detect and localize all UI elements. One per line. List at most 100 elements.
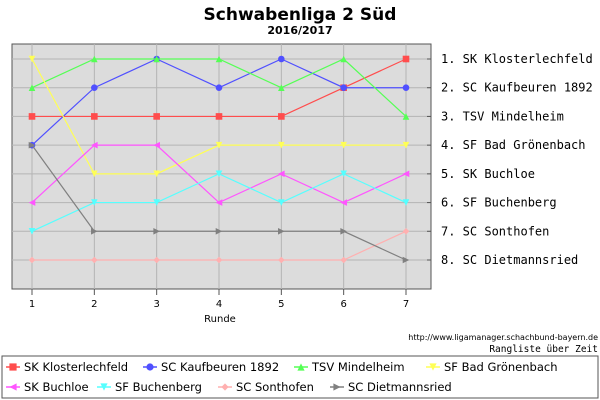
data-point — [215, 199, 223, 206]
x-tick-label: 7 — [403, 299, 409, 310]
chart-subtitle: 2016/2017 — [267, 24, 332, 37]
legend-marker — [221, 383, 229, 391]
data-point — [215, 141, 223, 149]
legend-marker — [333, 383, 341, 391]
legend-box — [1, 355, 599, 399]
data-point — [402, 113, 410, 120]
data-point — [278, 256, 285, 264]
data-point — [402, 84, 410, 92]
x-tick-label: 2 — [91, 299, 97, 310]
data-point — [28, 113, 36, 120]
data-point — [402, 170, 410, 178]
data-point — [340, 227, 347, 235]
legend-marker — [429, 363, 437, 371]
rank-label: 2. SC Kaufbeuren 1892 — [441, 81, 593, 95]
data-point — [215, 113, 223, 120]
data-point — [340, 55, 347, 63]
x-axis-ticks: 1 2 3 4 5 6 7 — [29, 289, 409, 310]
data-point — [278, 227, 285, 235]
data-point — [402, 141, 410, 149]
x-tick-label: 3 — [153, 299, 159, 310]
legend-entry: SC Sonthofen — [218, 380, 314, 394]
x-tick-label: 6 — [340, 299, 346, 310]
rank-label: 8. SC Dietmannsried — [441, 253, 578, 267]
data-point — [91, 55, 98, 63]
data-point — [402, 199, 410, 206]
data-point — [153, 170, 160, 178]
data-point — [91, 170, 98, 178]
legend-entry: SC Kaufbeuren 1892 — [143, 360, 279, 374]
data-point — [215, 170, 223, 178]
legend-marker — [9, 383, 17, 391]
x-axis-label: Runde — [204, 314, 236, 325]
data-point — [91, 141, 98, 149]
data-point — [215, 84, 223, 92]
data-point — [28, 84, 36, 92]
series-6 — [28, 170, 410, 235]
data-point — [91, 256, 98, 264]
data-point — [153, 113, 160, 120]
data-point — [340, 141, 347, 149]
legend-label: TSV Mindelheim — [311, 360, 405, 374]
data-point — [340, 256, 347, 264]
legend-entry: SC Dietmannsried — [330, 380, 452, 394]
rank-labels: 1. SK Klosterlechfeld 2. SC Kaufbeuren 18… — [427, 52, 593, 267]
rank-label: 3. TSV Mindelheim — [441, 109, 564, 123]
series-3 — [28, 55, 410, 120]
legend-marker — [100, 383, 108, 391]
data-point — [28, 55, 36, 63]
data-point — [28, 141, 36, 149]
data-point — [278, 55, 285, 63]
data-point — [28, 256, 36, 264]
series-8 — [28, 141, 410, 264]
legend-entry: TSV Mindelheim — [294, 360, 405, 374]
x-tick-label: 1 — [29, 299, 35, 310]
footer-caption: Rangliste über Zeit — [489, 344, 598, 355]
data-point — [28, 227, 36, 235]
data-point — [215, 256, 223, 264]
series-7 — [28, 227, 410, 264]
data-point — [91, 84, 98, 92]
data-point — [215, 55, 223, 63]
data-point — [278, 84, 285, 92]
legend-entry: SK Buchloe — [6, 380, 89, 394]
legend: SK Klosterlechfeld SC Kaufbeuren 1892 TSV … — [6, 360, 558, 394]
data-point — [402, 256, 410, 264]
data-point — [153, 141, 160, 149]
source-url: http://www.ligamanager.schachbund-bayern… — [408, 333, 598, 342]
legend-label: SK Klosterlechfeld — [24, 360, 128, 374]
data-point — [91, 199, 98, 206]
rank-label: 4. SF Bad Grönenbach — [441, 138, 586, 152]
legend-marker — [9, 363, 17, 371]
data-point — [278, 113, 285, 120]
series-4 — [28, 55, 410, 178]
legend-entry: SK Klosterlechfeld — [6, 360, 128, 374]
legend-label: SK Buchloe — [24, 380, 89, 394]
data-point — [402, 55, 410, 63]
x-tick-label: 4 — [216, 299, 222, 310]
rank-label: 7. SC Sonthofen — [441, 224, 549, 238]
legend-label: SC Kaufbeuren 1892 — [161, 360, 279, 374]
legend-label: SF Buchenberg — [115, 380, 202, 394]
legend-marker — [297, 363, 305, 371]
rank-label: 6. SF Buchenberg — [441, 196, 557, 210]
series-2 — [28, 55, 410, 149]
data-point — [153, 199, 160, 206]
series-layer — [28, 55, 410, 264]
data-point — [278, 141, 285, 149]
rank-label: 5. SK Buchloe — [441, 167, 535, 181]
data-point — [153, 256, 160, 264]
x-tick-label: 5 — [278, 299, 284, 310]
data-point — [340, 199, 347, 206]
data-point — [91, 113, 98, 120]
data-point — [91, 227, 98, 235]
chart-title: Schwabenliga 2 Süd — [204, 5, 397, 25]
legend-entry: SF Buchenberg — [97, 380, 202, 394]
data-point — [402, 227, 410, 235]
plot-area — [11, 43, 432, 290]
data-point — [215, 227, 223, 235]
data-point — [153, 227, 160, 235]
legend-marker — [146, 363, 154, 371]
legend-label: SC Dietmannsried — [348, 380, 452, 394]
data-point — [28, 199, 36, 206]
